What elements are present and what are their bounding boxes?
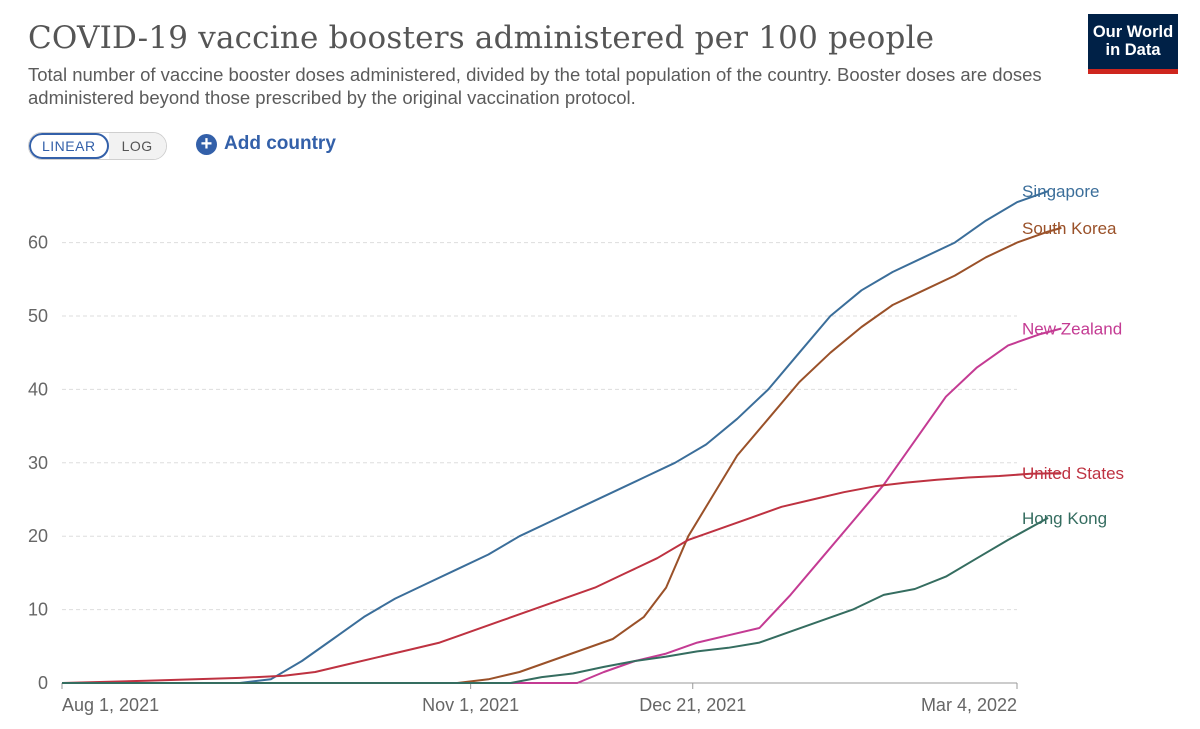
x-tick-label: Aug 1, 2021 (62, 695, 159, 715)
scale-toggle: LINEAR LOG (28, 132, 167, 160)
chart-title: COVID-19 vaccine boosters administered p… (28, 20, 935, 56)
add-country-button[interactable]: + Add country (196, 133, 336, 155)
series-line-singapore[interactable] (62, 190, 1049, 684)
y-tick-label: 50 (28, 306, 48, 326)
x-tick-label: Mar 4, 2022 (921, 695, 1017, 715)
series-label-united-states[interactable]: United States (1022, 464, 1124, 483)
chart-subtitle: Total number of vaccine booster doses ad… (28, 64, 1042, 108)
series-line-hong-kong[interactable] (62, 517, 1049, 684)
series-line-south-korea[interactable] (62, 226, 1062, 684)
scale-log-button[interactable]: LOG (108, 133, 166, 159)
y-tick-label: 30 (28, 453, 48, 473)
series-label-hong-kong[interactable]: Hong Kong (1022, 509, 1107, 528)
series-line-united-states[interactable] (61, 472, 1062, 684)
series-label-south-korea[interactable]: South Korea (1022, 219, 1117, 238)
y-tick-label: 0 (38, 673, 48, 693)
series-label-new-zealand[interactable]: New Zealand (1022, 319, 1122, 338)
add-country-label: Add country (224, 133, 336, 154)
y-tick-label: 20 (28, 526, 48, 546)
y-tick-label: 40 (28, 379, 48, 399)
x-tick-label: Nov 1, 2021 (422, 695, 519, 715)
x-tick-label: Dec 21, 2021 (639, 695, 746, 715)
logo-line-2: in Data (1105, 41, 1161, 59)
scale-linear-button[interactable]: LINEAR (29, 133, 109, 159)
owid-logo[interactable]: Our World in Data (1088, 14, 1178, 74)
series-label-singapore[interactable]: Singapore (1022, 182, 1100, 201)
series-line-new-zealand[interactable] (62, 327, 1062, 684)
plus-circle-icon: + (196, 133, 217, 155)
logo-line-1: Our World (1092, 23, 1174, 41)
y-tick-label: 60 (28, 233, 48, 253)
y-tick-label: 10 (28, 600, 48, 620)
